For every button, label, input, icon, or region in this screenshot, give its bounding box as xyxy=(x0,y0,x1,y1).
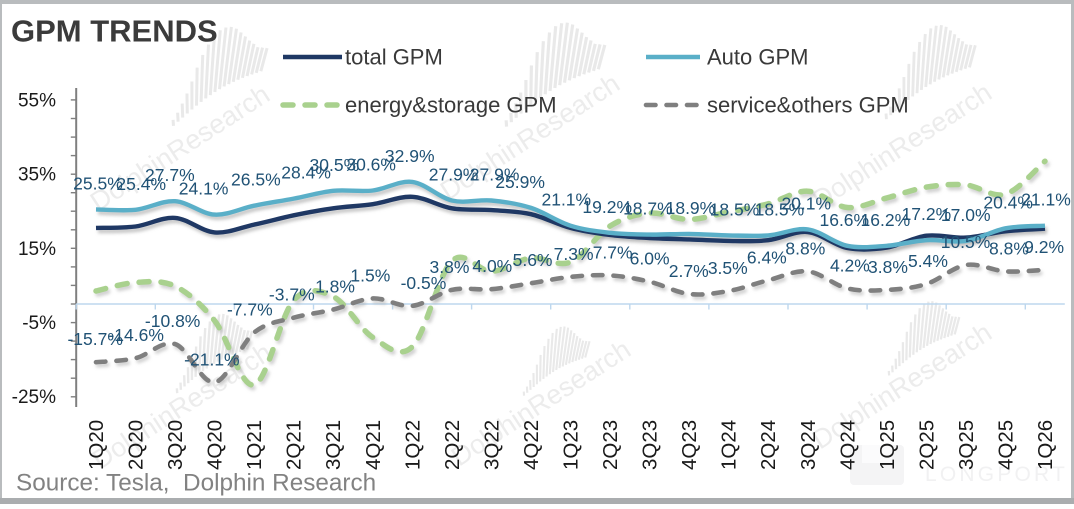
svg-text:-10.8%: -10.8% xyxy=(145,311,200,331)
svg-text:20.1%: 20.1% xyxy=(781,193,831,213)
svg-text:35%: 35% xyxy=(18,165,56,186)
svg-text:1Q20: 1Q20 xyxy=(85,420,108,470)
svg-text:total GPM: total GPM xyxy=(345,45,443,70)
svg-text:-14.6%: -14.6% xyxy=(108,325,163,345)
svg-text:18.7%: 18.7% xyxy=(623,199,673,219)
svg-text:3Q24: 3Q24 xyxy=(797,420,820,470)
svg-text:7.3%: 7.3% xyxy=(554,244,594,264)
svg-text:3Q23: 3Q23 xyxy=(639,420,662,470)
svg-text:18.9%: 18.9% xyxy=(666,198,716,218)
svg-text:1Q22: 1Q22 xyxy=(401,420,424,470)
svg-text:27.9%: 27.9% xyxy=(470,164,520,184)
svg-text:7.7%: 7.7% xyxy=(593,242,633,262)
svg-text:4Q21: 4Q21 xyxy=(362,420,385,470)
svg-text:32.9%: 32.9% xyxy=(385,146,435,166)
svg-text:4Q23: 4Q23 xyxy=(678,420,701,470)
svg-text:3Q25: 3Q25 xyxy=(955,420,978,470)
svg-text:21.1%: 21.1% xyxy=(1021,190,1071,210)
svg-text:17.2%: 17.2% xyxy=(902,204,952,224)
svg-text:25.5%: 25.5% xyxy=(73,173,123,193)
svg-text:-3.7%: -3.7% xyxy=(269,285,315,305)
svg-text:2Q23: 2Q23 xyxy=(599,420,622,470)
svg-text:3.5%: 3.5% xyxy=(708,258,748,278)
svg-text:energy&storage GPM: energy&storage GPM xyxy=(345,93,557,118)
svg-text:2Q21: 2Q21 xyxy=(283,420,306,470)
svg-text:15%: 15% xyxy=(18,239,56,260)
svg-text:8.8%: 8.8% xyxy=(785,238,825,258)
svg-text:service&others GPM: service&others GPM xyxy=(707,93,909,118)
svg-text:27.7%: 27.7% xyxy=(145,165,195,185)
svg-text:3Q20: 3Q20 xyxy=(164,420,187,470)
svg-text:3.8%: 3.8% xyxy=(430,257,470,277)
svg-text:19.2%: 19.2% xyxy=(582,197,632,217)
svg-text:1Q24: 1Q24 xyxy=(718,420,741,470)
svg-text:5.6%: 5.6% xyxy=(513,250,553,270)
svg-text:4Q25: 4Q25 xyxy=(995,420,1018,470)
svg-text:17.0%: 17.0% xyxy=(941,205,991,225)
svg-text:1Q23: 1Q23 xyxy=(560,420,583,470)
svg-text:Auto GPM: Auto GPM xyxy=(707,45,808,70)
svg-text:28.4%: 28.4% xyxy=(281,163,331,183)
svg-text:4Q20: 4Q20 xyxy=(204,420,227,470)
svg-text:-25%: -25% xyxy=(12,387,56,408)
svg-text:4.0%: 4.0% xyxy=(472,256,512,276)
svg-text:-15.7%: -15.7% xyxy=(67,329,122,349)
svg-text:1Q26: 1Q26 xyxy=(1034,420,1057,470)
svg-text:18.5%: 18.5% xyxy=(710,199,760,219)
svg-text:1Q21: 1Q21 xyxy=(243,420,266,470)
svg-text:-5%: -5% xyxy=(22,313,56,334)
svg-text:GPM TRENDS: GPM TRENDS xyxy=(11,14,218,49)
svg-text:21.1%: 21.1% xyxy=(541,190,591,210)
svg-text:3.8%: 3.8% xyxy=(868,257,908,277)
svg-text:2Q24: 2Q24 xyxy=(757,420,780,470)
svg-text:9.2%: 9.2% xyxy=(1024,237,1064,257)
svg-text:26.5%: 26.5% xyxy=(231,170,281,190)
svg-text:1.8%: 1.8% xyxy=(315,277,355,297)
svg-text:16.2%: 16.2% xyxy=(861,210,911,230)
svg-text:5.4%: 5.4% xyxy=(908,251,948,271)
svg-text:-7.7%: -7.7% xyxy=(227,300,273,320)
svg-text:4.2%: 4.2% xyxy=(830,255,870,275)
svg-text:2Q25: 2Q25 xyxy=(915,420,938,470)
svg-text:25.9%: 25.9% xyxy=(495,172,545,192)
svg-text:18.5%: 18.5% xyxy=(755,199,805,219)
svg-text:30.5%: 30.5% xyxy=(310,155,360,175)
svg-text:2Q22: 2Q22 xyxy=(441,420,464,470)
svg-text:6.4%: 6.4% xyxy=(747,247,787,267)
svg-text:2.7%: 2.7% xyxy=(669,261,709,281)
svg-text:6.0%: 6.0% xyxy=(630,249,670,269)
svg-text:2Q20: 2Q20 xyxy=(125,420,148,470)
svg-text:16.6%: 16.6% xyxy=(819,210,869,230)
svg-text:1Q25: 1Q25 xyxy=(876,420,899,470)
svg-text:27.9%: 27.9% xyxy=(429,164,479,184)
svg-text:LONGPORT: LONGPORT xyxy=(925,463,1068,486)
svg-text:10.5%: 10.5% xyxy=(941,232,991,252)
svg-text:3Q22: 3Q22 xyxy=(480,420,503,470)
svg-text:4Q24: 4Q24 xyxy=(836,420,859,470)
svg-text:4Q22: 4Q22 xyxy=(520,420,543,470)
svg-text:25.4%: 25.4% xyxy=(116,174,166,194)
svg-text:3Q21: 3Q21 xyxy=(322,420,345,470)
svg-text:-0.5%: -0.5% xyxy=(401,273,447,293)
svg-text:1.5%: 1.5% xyxy=(350,265,390,285)
svg-text:Source: Tesla, Dolphin Resear: Source: Tesla, Dolphin Research xyxy=(16,470,376,497)
svg-text:55%: 55% xyxy=(18,90,56,111)
svg-text:24.1%: 24.1% xyxy=(179,179,229,199)
svg-text:30.6%: 30.6% xyxy=(346,154,396,174)
svg-text:8.8%: 8.8% xyxy=(989,238,1029,258)
svg-text:-21.1%: -21.1% xyxy=(184,349,239,369)
svg-text:20.4%: 20.4% xyxy=(983,192,1033,212)
